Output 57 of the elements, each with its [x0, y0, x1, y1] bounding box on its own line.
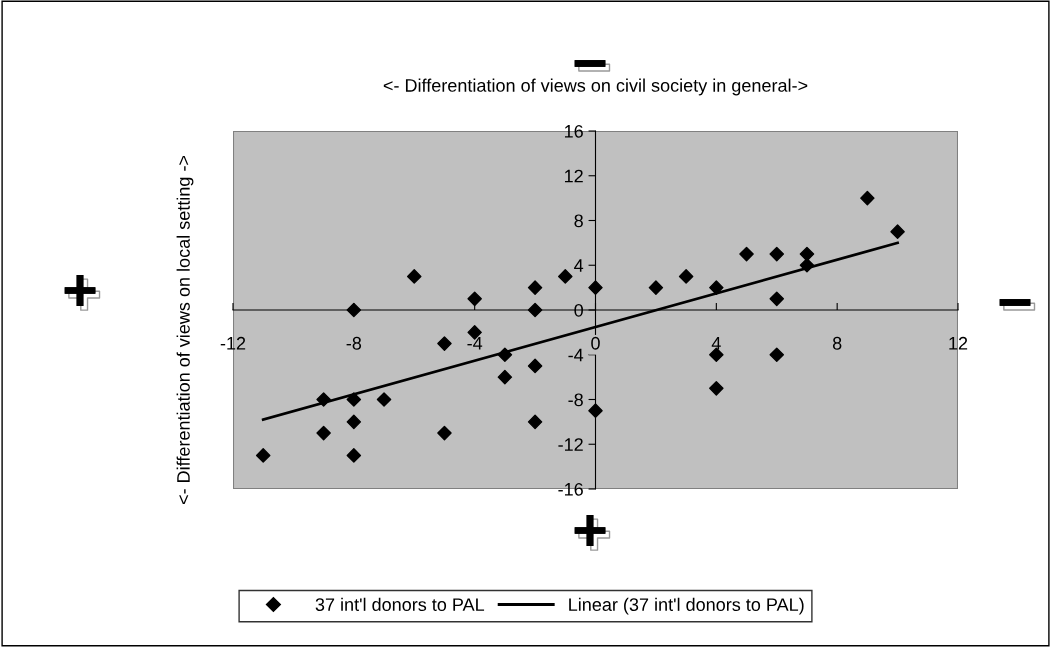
text: − [574, 60, 610, 71]
y-tick-label: 8 [574, 214, 583, 228]
y-tick-label: -4 [568, 348, 584, 362]
point [769, 291, 785, 307]
point [497, 347, 513, 363]
point [437, 425, 452, 441]
chart-title: <- Differentiation of views on civil society in general-> [383, 78, 808, 96]
point [527, 302, 543, 318]
y-tick-label: 4 [574, 259, 584, 272]
point [588, 280, 603, 295]
point [497, 369, 513, 385]
point [709, 280, 724, 295]
text: + [64, 274, 100, 311]
y-tick-label: 12 [564, 169, 583, 183]
point [406, 269, 422, 284]
point [376, 392, 392, 407]
point [346, 392, 362, 407]
point [437, 336, 452, 351]
point [316, 392, 331, 407]
x-tick-label: 8 [832, 336, 842, 350]
legend-label: 37 int'l donors to PAL [315, 597, 485, 612]
x-tick-label: -12 [220, 336, 246, 350]
text: − [999, 299, 1035, 310]
point [739, 246, 754, 262]
point [799, 246, 815, 262]
point [527, 358, 543, 374]
y-tick-label: 0 [574, 303, 583, 317]
y-tick-label: -16 [558, 482, 583, 496]
point [558, 269, 573, 284]
point [527, 280, 543, 295]
x-tick-label: 4 [711, 337, 721, 350]
y-tick-label: 16 [564, 124, 583, 138]
point [346, 302, 362, 318]
point [769, 246, 785, 262]
point [255, 448, 271, 463]
legend-label: Linear (37 int'l donors to PAL) [569, 597, 804, 615]
point [467, 291, 482, 307]
point [799, 257, 815, 273]
point [588, 403, 603, 418]
point [346, 414, 362, 430]
text: + [574, 514, 610, 551]
x-tick-label: 0 [591, 336, 600, 350]
point [648, 280, 664, 295]
point [678, 269, 694, 284]
y-tick-label: -12 [558, 438, 583, 451]
y-tick-label: -8 [568, 393, 583, 407]
point [709, 381, 724, 396]
point [346, 448, 362, 463]
point [769, 347, 785, 363]
y-axis-title: <- Differentiation of views on local setting -> [176, 155, 194, 505]
point [860, 190, 875, 206]
x-tick-label: -8 [346, 336, 362, 350]
x-tick-label: -4 [467, 337, 483, 350]
x-tick-label: 12 [949, 336, 968, 350]
point [890, 224, 905, 239]
point [527, 414, 543, 430]
point [316, 425, 331, 441]
